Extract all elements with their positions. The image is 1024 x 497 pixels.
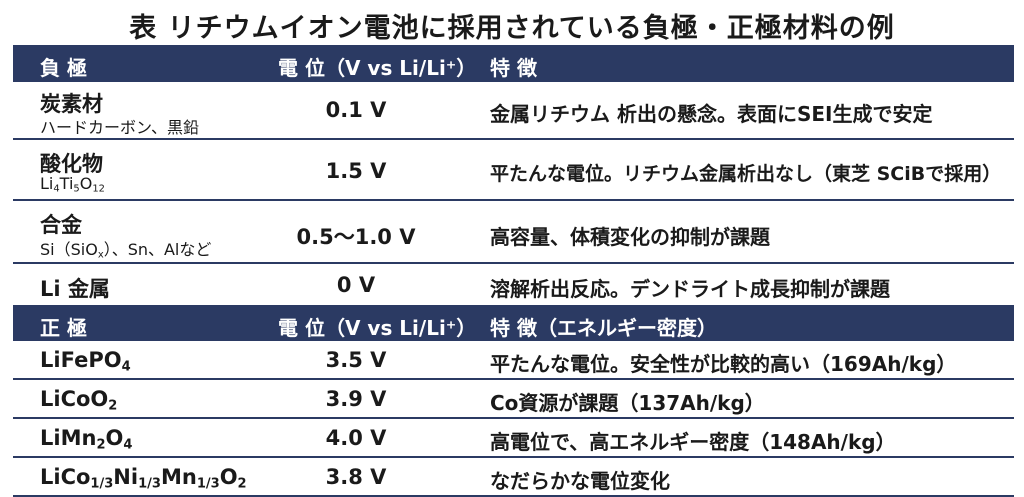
material-examples: ハードカーボン、黒鉛 [40,118,200,137]
material-name: LiCoO2 [40,387,118,414]
table-row: LiFePO4 3.5 V 平たんな電位。安全性が比較的高い（169Ah/kg） [13,341,1014,380]
feature-text: 高容量、体積変化の抑制が課題 [490,225,770,249]
table-row: 炭素材 ハードカーボン、黒鉛 0.1 V 金属リチウム 析出の懸念。表面にSEI… [13,82,1014,140]
table-row: Li 金属 0 V 溶解析出反応。デンドライト成長抑制が課題 [13,264,1014,304]
feature-text: 溶解析出反応。デンドライト成長抑制が課題 [490,277,890,301]
anode-header-row: 負 極 電 位（V vs Li/Li⁺） 特 徴 [13,45,1014,82]
potential-value: 3.5 V [325,348,387,372]
material-name: LiCo1/3Ni1/3Mn1/3O2 [40,465,247,492]
table-row: LiCo1/3Ni1/3Mn1/3O2 3.8 V なだらかな電位変化 [13,458,1014,497]
potential-value: 3.9 V [325,387,387,411]
feature-text: 金属リチウム 析出の懸念。表面にSEI生成で安定 [490,102,933,126]
potential-value: 3.8 V [325,465,387,489]
anode-header-feature: 特 徴 [490,56,537,80]
material-name: 酸化物 [40,152,103,176]
feature-text: 高電位で、高エネルギー密度（148Ah/kg） [490,430,896,454]
potential-value: 0 V [336,273,376,297]
feature-text: 平たんな電位。安全性が比較的高い（169Ah/kg） [490,352,957,376]
cathode-header-material: 正 極 [40,316,87,340]
anode-header-potential: 電 位（V vs Li/Li⁺） [278,56,477,80]
potential-value: 4.0 V [325,426,387,450]
material-name: 合金 [40,213,82,237]
material-name: Li 金属 [40,277,110,301]
table-row: 合金 Si（SiOx）、Sn、Alなど 0.5～1.0 V 高容量、体積変化の抑… [13,201,1014,264]
cathode-header-row: 正 極 電 位（V vs Li/Li⁺） 特 徴（エネルギー密度） [13,305,1014,341]
feature-text: 平たんな電位。リチウム金属析出なし（東芝 SCiBで採用） [490,159,1001,186]
material-name: LiFePO4 [40,348,131,375]
material-name: 炭素材 [40,92,103,116]
material-examples: Li4Ti5O12 [40,174,105,195]
feature-text: Co資源が課題（137Ah/kg） [490,391,765,415]
table-row: LiCoO2 3.9 V Co資源が課題（137Ah/kg） [13,380,1014,419]
feature-text: なだらかな電位変化 [490,469,670,493]
material-name: LiMn2O4 [40,426,133,453]
potential-value: 1.5 V [325,159,387,183]
potential-value: 0.1 V [325,98,387,122]
table-row: 酸化物 Li4Ti5O12 1.5 V 平たんな電位。リチウム金属析出なし（東芝… [13,140,1014,201]
cathode-header-potential: 電 位（V vs Li/Li⁺） [278,316,477,340]
cathode-header-feature: 特 徴（エネルギー密度） [490,316,717,340]
anode-header-material: 負 極 [40,56,87,80]
potential-value: 0.5～1.0 V [296,225,416,249]
material-examples: Si（SiOx）、Sn、Alなど [40,240,212,261]
table-title: 表 リチウムイオン電池に採用されている負極・正極材料の例 [129,13,895,44]
feature-text-inner: 平たんな電位。リチウム金属析出なし（東芝 SCiBで採用） [490,163,1002,185]
table-row: LiMn2O4 4.0 V 高電位で、高エネルギー密度（148Ah/kg） [13,419,1014,458]
